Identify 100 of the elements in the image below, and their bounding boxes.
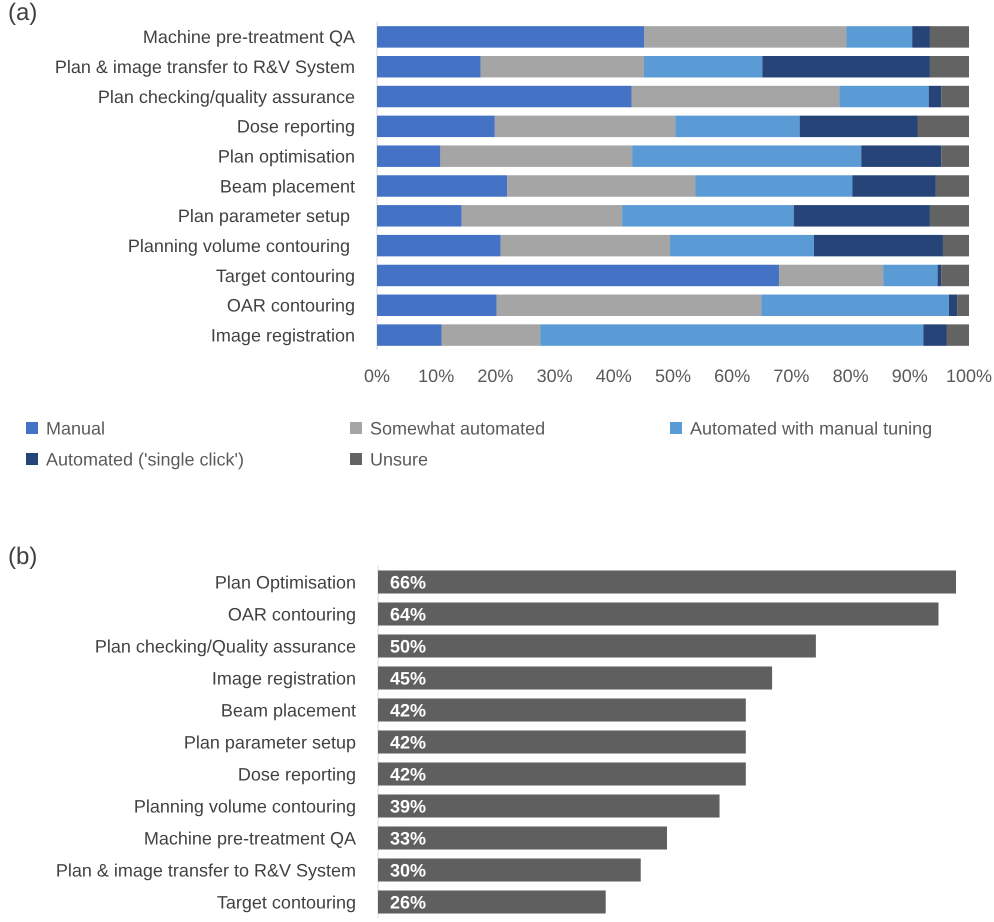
data-label: 45% (390, 668, 426, 688)
bar (946, 324, 969, 346)
bar (377, 234, 501, 256)
x-tick-label: 60% (714, 366, 750, 386)
bar (761, 294, 949, 316)
bar (670, 234, 814, 256)
y-tick-label: Machine pre-treatment QA (144, 828, 356, 848)
bar (883, 264, 938, 286)
bar (938, 264, 942, 286)
bar (800, 116, 918, 138)
y-tick-label: Plan checking/quality assurance (98, 86, 355, 107)
bar (941, 86, 969, 108)
data-label: 39% (390, 796, 426, 816)
bar (814, 234, 943, 256)
legend-label: Somewhat automated (370, 418, 546, 438)
y-tick-label: Image registration (212, 668, 356, 688)
bar (794, 205, 930, 227)
y-tick-label: Plan & image transfer to R&V System (54, 57, 355, 78)
y-tick-label: Beam placement (220, 176, 355, 196)
bar (936, 175, 969, 197)
y-tick-label: Plan Optimisation (214, 572, 356, 592)
legend-label: Manual (46, 418, 106, 438)
x-tick-label: 20% (477, 366, 514, 386)
y-tick-label: OAR contouring (226, 296, 355, 316)
y-tick-label: Planning volume contouring (134, 796, 356, 816)
bar (540, 324, 924, 346)
x-tick-label: 0% (364, 366, 390, 386)
x-tick-label: 30% (536, 366, 573, 386)
bar (378, 698, 746, 722)
y-tick-label: Target contouring (216, 266, 355, 286)
bar (930, 26, 969, 48)
bar (632, 86, 840, 108)
y-tick-label: Plan & image transfer to R&V System (56, 860, 356, 880)
bar (496, 294, 762, 316)
y-tick-label: Dose reporting (238, 764, 356, 784)
legend-label: Automated ('single click') (46, 449, 244, 470)
y-tick-label: Machine pre-treatment QA (142, 27, 355, 48)
bar (930, 56, 969, 78)
bar (957, 294, 969, 316)
bar (377, 145, 440, 167)
bar (695, 175, 852, 197)
bar (778, 264, 884, 286)
x-tick-label: 40% (596, 366, 632, 386)
bar (912, 26, 930, 48)
bar (839, 86, 929, 108)
bar (494, 116, 676, 138)
bar (632, 145, 862, 167)
y-tick-label: Planning volume contouring (128, 236, 355, 256)
bar (948, 294, 958, 316)
bar (378, 890, 606, 914)
bar (941, 145, 969, 167)
legend-label: Unsure (370, 449, 428, 470)
bar (378, 826, 667, 850)
y-tick-label: Image registration (210, 325, 355, 346)
y-tick-label: Dose reporting (236, 116, 355, 137)
bar (928, 86, 942, 108)
data-label: 50% (390, 636, 426, 656)
bar (377, 26, 644, 48)
legend-label: Automated with manual tuning (690, 418, 932, 438)
bar (378, 762, 746, 786)
bar (377, 294, 497, 316)
bar (378, 730, 746, 754)
y-tick-label: Plan parameter setup (178, 206, 355, 226)
y-tick-label: Plan optimisation (218, 146, 355, 166)
data-label: 64% (390, 604, 426, 624)
bar (378, 666, 772, 690)
bar (440, 145, 632, 167)
bar (377, 56, 481, 78)
bar (644, 26, 846, 48)
bar (675, 116, 800, 138)
bar (377, 324, 442, 346)
x-tick-label: 70% (773, 366, 810, 386)
y-tick-label: OAR contouring (228, 604, 356, 624)
data-label: 42% (390, 764, 426, 784)
data-label: 33% (390, 828, 426, 848)
bar (861, 145, 942, 167)
data-label: 42% (390, 700, 426, 720)
bar (378, 858, 641, 882)
bar (377, 86, 632, 108)
bar (762, 56, 930, 78)
data-label: 42% (390, 732, 426, 752)
bar (846, 26, 912, 48)
bar (930, 205, 969, 227)
bar (852, 175, 936, 197)
bar (377, 175, 508, 197)
bar (500, 234, 670, 256)
text: (a) (8, 0, 38, 26)
bar (377, 116, 495, 138)
bar (378, 602, 938, 626)
y-tick-label: Plan parameter setup (184, 732, 356, 752)
y-tick-label: Beam placement (220, 700, 356, 720)
bar (941, 264, 969, 286)
bar (942, 234, 969, 256)
bar (377, 264, 779, 286)
y-tick-label: Target contouring (216, 892, 356, 912)
bar (378, 570, 956, 594)
bar (923, 324, 947, 346)
bar (377, 205, 462, 227)
x-tick-label: 50% (654, 366, 692, 386)
bar (644, 56, 762, 78)
